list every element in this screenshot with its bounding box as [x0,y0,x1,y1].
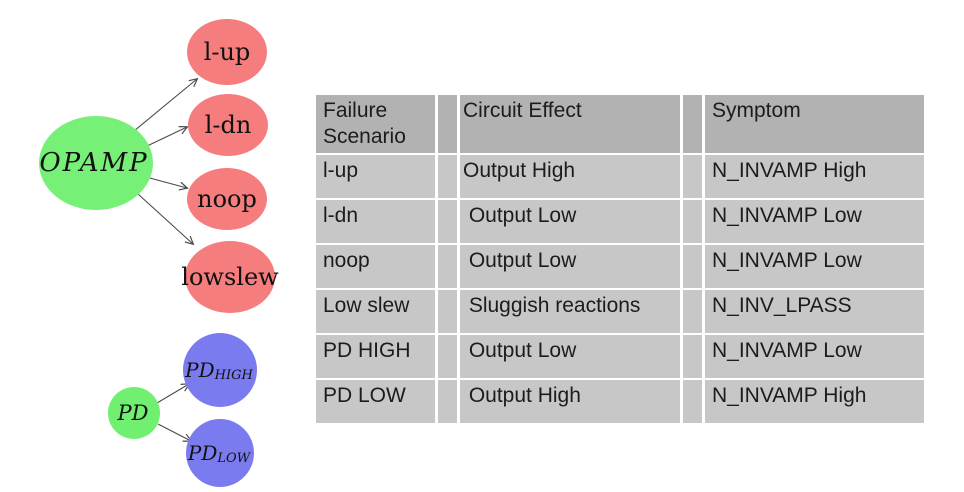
cell-scenario: PD LOW [316,380,435,423]
table-header-row: Failure Scenario Circuit Effect Symptom [316,95,924,153]
node-lowslew [185,241,275,313]
table-row: l-up Output High N_INVAMP High [316,155,924,198]
node-pd-low-sub: LOW [216,451,251,466]
node-pd-low [186,419,254,487]
cell-spacer [683,245,702,288]
cell-spacer [683,335,702,378]
cell-scenario: Low slew [316,290,435,333]
node-opamp-label: OPAMP [39,148,148,178]
edge-pd-pdlow [157,423,191,441]
cell-spacer [438,290,457,333]
node-pd-high-sub: HIGH [214,368,254,383]
header-spacer-2 [683,95,702,153]
node-noop [187,168,267,230]
cell-spacer [438,335,457,378]
cell-effect: Output Low [460,200,680,243]
cell-effect: Output Low [460,335,680,378]
node-lowslew-label: lowslew [181,263,279,291]
cell-spacer [438,200,457,243]
cell-scenario: l-dn [316,200,435,243]
cell-symptom: N_INV_LPASS [705,290,924,333]
header-circuit-effect: Circuit Effect [460,95,680,153]
edge-opamp-lup [133,79,197,132]
fault-tree-diagram: OPAMP l-up l-dn noop lowslew PD PDHIGH P… [39,19,279,487]
node-l-dn [188,94,268,156]
header-spacer-1 [438,95,457,153]
cell-spacer [683,155,702,198]
cell-effect: Sluggish reactions [460,290,680,333]
node-opamp [39,116,153,210]
cell-effect: Output High [460,380,680,423]
header-failure-scenario: Failure Scenario [316,95,435,153]
edge-opamp-ldn [144,127,187,148]
cell-effect: Output High [460,155,680,198]
node-pd-high-base: PD [184,358,215,382]
cell-spacer [683,380,702,423]
cell-effect: Output Low [460,245,680,288]
table-row: PD LOW Output High N_INVAMP High [316,380,924,423]
edge-opamp-lowslew [137,193,193,244]
cell-symptom: N_INVAMP Low [705,200,924,243]
node-pd-high-label: PDHIGH [184,358,253,383]
node-pd-low-label: PDLOW [187,441,252,466]
cell-symptom: N_INVAMP Low [705,245,924,288]
table-row: noop Output Low N_INVAMP Low [316,245,924,288]
cell-scenario: l-up [316,155,435,198]
node-l-up [187,19,267,85]
failure-scenario-table: Failure Scenario Circuit Effect Symptom … [313,93,927,425]
cell-spacer [438,245,457,288]
node-pd-label: PD [117,401,149,425]
cell-symptom: N_INVAMP High [705,380,924,423]
node-noop-label: noop [197,185,257,213]
node-pd-low-base: PD [187,441,218,465]
edge-opamp-noop [145,176,187,188]
node-pd-high [183,333,257,407]
header-symptom: Symptom [705,95,924,153]
node-l-dn-label: l-dn [205,111,252,139]
cell-symptom: N_INVAMP High [705,155,924,198]
table-row: PD HIGH Output Low N_INVAMP Low [316,335,924,378]
cell-symptom: N_INVAMP Low [705,335,924,378]
edge-pd-pdhigh [156,384,189,404]
cell-spacer [438,380,457,423]
cell-spacer [683,290,702,333]
cell-scenario: noop [316,245,435,288]
cell-spacer [683,200,702,243]
cell-scenario: PD HIGH [316,335,435,378]
node-l-up-label: l-up [204,38,251,66]
table-row: Low slew Sluggish reactions N_INV_LPASS [316,290,924,333]
node-pd [108,387,160,439]
cell-spacer [438,155,457,198]
table-row: l-dn Output Low N_INVAMP Low [316,200,924,243]
